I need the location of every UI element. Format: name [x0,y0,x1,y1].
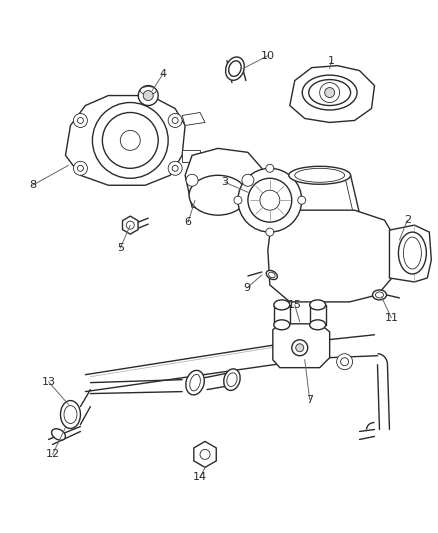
Circle shape [337,354,353,370]
Polygon shape [273,324,330,368]
Text: 3: 3 [222,177,229,187]
Ellipse shape [375,292,384,298]
Circle shape [248,178,292,222]
Text: 13: 13 [42,377,56,386]
Text: 14: 14 [193,472,207,482]
Circle shape [172,165,178,171]
Ellipse shape [190,374,200,391]
Ellipse shape [268,272,275,278]
Ellipse shape [310,300,326,310]
Text: 2: 2 [404,215,411,225]
Ellipse shape [403,237,421,269]
Circle shape [292,340,308,356]
Ellipse shape [309,79,350,106]
Text: 9: 9 [244,283,251,293]
Circle shape [266,164,274,172]
Ellipse shape [64,406,77,424]
Polygon shape [182,150,200,163]
Ellipse shape [289,166,350,184]
Ellipse shape [266,270,277,279]
Ellipse shape [189,175,247,215]
Ellipse shape [399,232,426,274]
Ellipse shape [372,290,386,300]
Ellipse shape [224,369,240,391]
Text: 12: 12 [46,449,60,459]
Ellipse shape [52,429,65,440]
Polygon shape [123,216,138,234]
Circle shape [168,114,182,127]
Circle shape [200,449,210,459]
Text: 15: 15 [288,300,302,310]
Circle shape [172,117,178,124]
Circle shape [266,228,274,236]
Polygon shape [194,441,216,467]
Polygon shape [185,148,262,210]
Circle shape [260,190,280,210]
Circle shape [126,221,134,229]
Ellipse shape [274,300,290,310]
Circle shape [120,131,140,150]
Text: 11: 11 [385,313,399,323]
Circle shape [168,161,182,175]
Circle shape [234,196,242,204]
Ellipse shape [274,320,290,330]
Circle shape [320,83,339,102]
Text: 1: 1 [328,55,335,66]
Ellipse shape [229,61,241,76]
Circle shape [298,196,306,204]
Circle shape [92,102,168,178]
Circle shape [296,344,304,352]
Circle shape [186,174,198,186]
Text: 6: 6 [184,217,191,227]
Text: 4: 4 [159,69,167,78]
Text: 5: 5 [117,243,124,253]
Ellipse shape [310,320,326,330]
Ellipse shape [295,168,345,182]
Polygon shape [268,210,399,302]
Circle shape [74,161,88,175]
Circle shape [78,165,83,171]
Ellipse shape [226,57,244,80]
Circle shape [143,91,153,101]
Circle shape [138,86,158,106]
Polygon shape [66,95,185,185]
Circle shape [195,445,215,464]
Circle shape [242,174,254,186]
Circle shape [78,117,83,124]
Ellipse shape [186,370,204,395]
Polygon shape [290,66,374,123]
Text: 8: 8 [29,180,36,190]
Text: 10: 10 [261,51,275,61]
Ellipse shape [227,373,237,386]
Ellipse shape [140,86,156,94]
Ellipse shape [302,75,357,110]
Ellipse shape [60,401,81,429]
Polygon shape [182,112,205,125]
Polygon shape [389,225,431,282]
Text: 7: 7 [306,394,313,405]
Circle shape [341,358,349,366]
Circle shape [325,87,335,98]
Circle shape [102,112,158,168]
Circle shape [238,168,302,232]
Circle shape [74,114,88,127]
